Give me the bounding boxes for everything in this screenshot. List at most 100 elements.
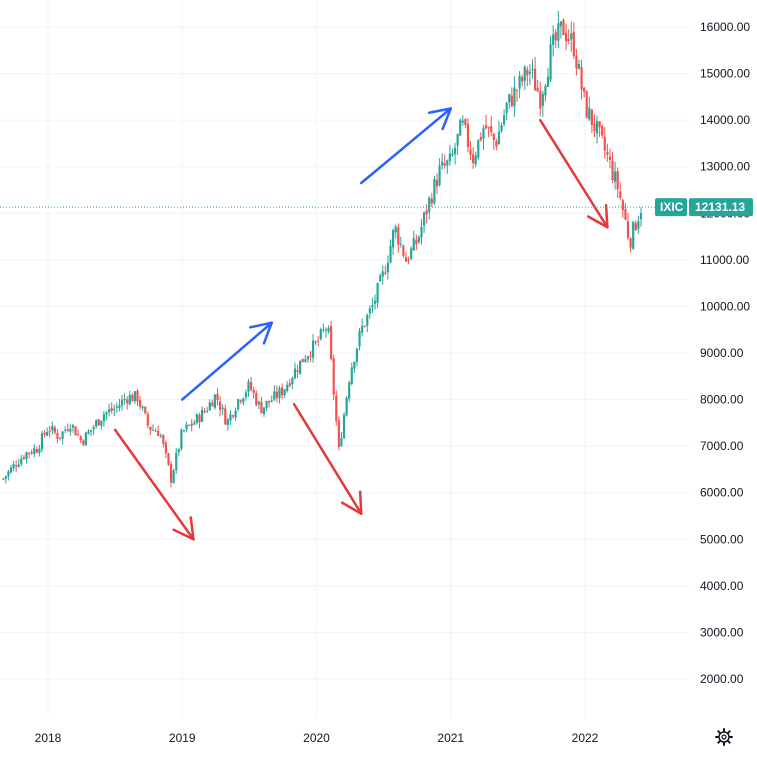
candle-body (172, 470, 175, 483)
candle-body (126, 399, 129, 404)
candle-body (286, 384, 289, 391)
candle-body (216, 394, 219, 401)
candle-body (428, 197, 431, 212)
candle-body (371, 305, 374, 308)
candle-body (601, 125, 604, 136)
y-tick-label: 5000.00 (700, 532, 744, 546)
candle-body (639, 213, 643, 220)
candle-body (366, 314, 369, 326)
candle-body (108, 409, 111, 413)
candle-body (552, 34, 555, 45)
candle-body (598, 121, 601, 128)
candle-body (523, 66, 526, 81)
candle-body (255, 393, 258, 406)
candle-body (495, 140, 498, 147)
candle-body (159, 435, 162, 437)
candle-body (479, 137, 482, 140)
candle-body (541, 93, 544, 106)
candle-body (252, 389, 255, 394)
candle-body (340, 437, 343, 447)
candle-body (322, 329, 325, 331)
candle-body (195, 414, 198, 424)
candle-body (182, 430, 186, 432)
candle-body (629, 238, 632, 248)
candle-body (317, 340, 320, 342)
candle-body (474, 155, 477, 165)
candle-body (616, 171, 619, 190)
x-tick-label: 2021 (437, 731, 464, 745)
candle-body (30, 452, 33, 454)
candle-body (146, 414, 149, 426)
x-axis: 2018 2019 2020 2021 2022 (35, 731, 599, 745)
y-tick-label: 14000.00 (700, 113, 750, 127)
candle-body (376, 283, 379, 303)
candle-body (531, 68, 534, 70)
candle-body (193, 422, 196, 425)
candle-body (53, 427, 56, 433)
candle-body (43, 432, 46, 435)
candle-body (459, 119, 462, 136)
candle-body (487, 127, 490, 129)
candle-body (435, 180, 439, 187)
candle-body (296, 370, 299, 372)
candle-body (389, 245, 392, 263)
candle-body (200, 409, 204, 422)
candle-body (157, 430, 160, 436)
candle-body (515, 90, 519, 92)
candle-body (64, 429, 67, 431)
candle-body (417, 236, 421, 243)
candle-body (275, 391, 279, 398)
candle-body (546, 76, 550, 87)
candle-body (490, 125, 493, 133)
candle-body (497, 131, 501, 145)
candle-body (513, 87, 516, 107)
candles (2, 10, 643, 488)
candle-body (58, 437, 62, 439)
y-tick-label: 6000.00 (700, 486, 744, 500)
candle-body (309, 356, 312, 358)
candle-body (66, 428, 69, 431)
candle-body (141, 407, 144, 409)
candle-body (306, 356, 309, 360)
gear-icon[interactable] (715, 728, 733, 746)
candle-body (33, 448, 36, 454)
candle-body (404, 257, 408, 262)
candle-body (203, 411, 206, 413)
candle-body (314, 341, 317, 343)
candle-body (402, 245, 405, 257)
candle-body (335, 395, 338, 422)
candle-body (637, 221, 640, 229)
candle-body (508, 94, 511, 103)
candle-body (557, 23, 560, 41)
candle-body (237, 399, 240, 410)
candle-body (17, 464, 20, 467)
candle-body (425, 210, 428, 215)
y-tick-label: 7000.00 (700, 439, 744, 453)
candle-body (611, 160, 614, 181)
candle-body (51, 425, 54, 431)
candle-body (260, 401, 263, 414)
candle-body (92, 427, 95, 430)
candle-body (327, 327, 330, 332)
candle-body (71, 425, 75, 428)
candle-body (164, 442, 167, 453)
candle-body (345, 397, 348, 416)
candle-body (368, 308, 371, 314)
candle-body (154, 430, 157, 432)
candle-body (299, 360, 302, 374)
y-tick-label: 13000.00 (700, 160, 750, 174)
candle-body (456, 133, 459, 146)
candle-body (348, 382, 351, 399)
candle-body (373, 300, 377, 304)
candle-body (151, 429, 155, 431)
candle-body (12, 463, 15, 469)
candle-body (180, 430, 183, 449)
candle-body (9, 467, 13, 473)
grid-lines (0, 0, 690, 718)
candle-body (544, 85, 547, 96)
candle-body (399, 243, 402, 245)
y-tick-label: 8000.00 (700, 393, 744, 407)
candle-body (397, 227, 400, 245)
candle-body (169, 464, 173, 483)
